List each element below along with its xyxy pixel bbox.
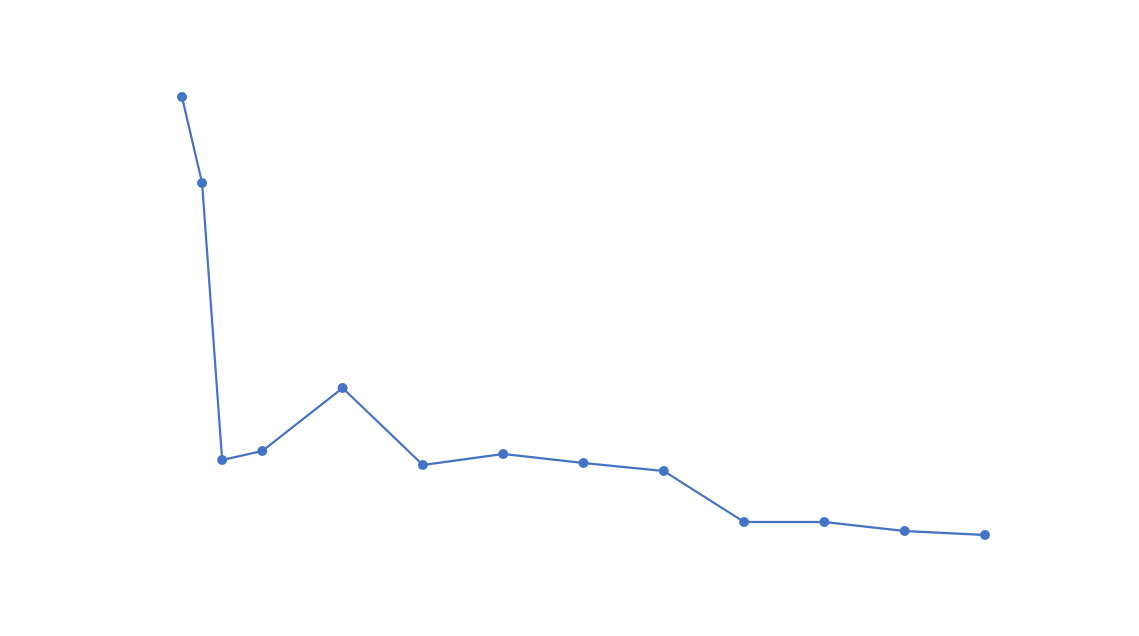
point <box>417 460 428 470</box>
point <box>177 92 187 102</box>
point <box>739 517 750 527</box>
point <box>980 530 990 540</box>
line <box>180 96 986 537</box>
point <box>498 449 509 459</box>
point <box>257 446 268 456</box>
point <box>337 383 348 393</box>
point <box>899 526 910 536</box>
point <box>578 458 589 468</box>
point <box>197 178 208 188</box>
point <box>217 455 228 465</box>
point <box>819 517 830 527</box>
point <box>658 466 669 476</box>
